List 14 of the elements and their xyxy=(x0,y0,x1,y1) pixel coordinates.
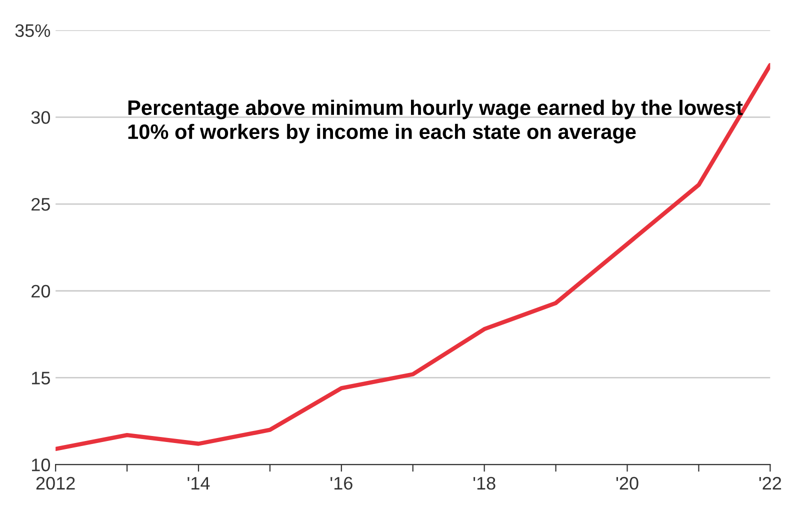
y-tick-label: 10 xyxy=(32,458,50,472)
y-tick-label: 15 xyxy=(32,372,50,384)
x-tick-label: 2012 xyxy=(36,476,75,490)
y-tick-label: 25 xyxy=(32,198,50,211)
annotation: Percentage above minimum hourly wage earned by the lowest 10% of workers by income in each state on average xyxy=(128,100,743,144)
x-tick-label: '16 xyxy=(330,476,352,490)
y-tick-label: 20 xyxy=(32,284,50,298)
y-tick-label: 35% xyxy=(15,24,50,38)
y-tick-label: 30 xyxy=(31,111,50,124)
x-tick-label: '14 xyxy=(188,477,210,490)
x-tick-label: '20 xyxy=(616,476,638,490)
x-tick-label: '18 xyxy=(473,476,496,490)
x-tick-label: '22 xyxy=(759,476,782,490)
line-series xyxy=(56,62,770,452)
